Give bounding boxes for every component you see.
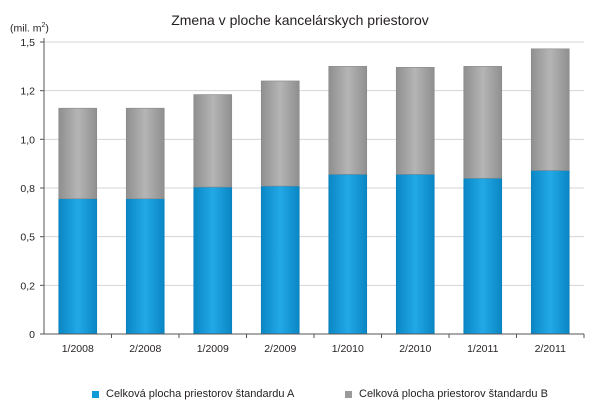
- bar-standard-b: [530, 48, 570, 171]
- legend-swatch-standard-a: [92, 390, 99, 398]
- unit-superscript: 2: [41, 22, 46, 29]
- x-tick-label: 1/2009: [197, 343, 229, 355]
- x-tick-label: 1/2011: [467, 343, 498, 355]
- x-tick-label: 2/2011: [535, 343, 566, 355]
- bar-standard-a: [260, 185, 300, 335]
- bar-standard-a: [193, 186, 233, 335]
- x-tick-label: 1/2010: [332, 343, 364, 355]
- y-tick-label: 1,2: [20, 86, 35, 98]
- bar-standard-b: [463, 66, 503, 179]
- y-tick-label: 1,5: [20, 37, 35, 49]
- legend-label-standard-a: Celková plocha priestorov štandardu A: [106, 388, 295, 400]
- bar-standard-b: [125, 107, 165, 200]
- y-tick-label: 0: [29, 329, 35, 341]
- y-tick-label: 0,2: [20, 280, 35, 292]
- unit-text: (mil. m: [10, 22, 42, 35]
- bar-standard-a: [463, 177, 503, 335]
- bar-standard-a: [125, 198, 165, 335]
- x-tick-label: 2/2008: [129, 343, 161, 355]
- grid-lines: [44, 41, 584, 286]
- bar-standard-a: [530, 170, 570, 335]
- bar-standard-b: [58, 107, 98, 200]
- legend-item-standard-b: Celková plocha priestorov štandardu B: [345, 388, 548, 400]
- y-axis-unit-label: (mil. m2): [10, 22, 49, 35]
- x-tick-label: 1/2008: [62, 343, 94, 355]
- axes: 0 0,2 0,5 0,8 1,0 1,2 1,5 1/2008 2/2008 1/2009 2/2…: [20, 37, 585, 355]
- x-tick-label: 2/2010: [399, 343, 431, 355]
- bar-standard-b: [328, 66, 368, 175]
- bar-standard-a: [328, 174, 368, 335]
- bar-chart: 0 0,2 0,5 0,8 1,0 1,2 1,5 1/2008 2/2008 1/2009 2/2…: [20, 37, 585, 355]
- unit-suffix: ): [45, 22, 49, 35]
- legend: Celková plocha priestorov štandardu A Ce…: [0, 388, 600, 406]
- y-tick-label: 0,8: [20, 183, 35, 195]
- bar-standard-a: [395, 174, 435, 335]
- y-tick-label: 1,0: [20, 134, 35, 146]
- bar-standard-a: [58, 198, 98, 335]
- bar-standard-b: [395, 67, 435, 175]
- legend-swatch-standard-b: [345, 390, 352, 398]
- legend-item-standard-a: Celková plocha priestorov štandardu A: [92, 388, 294, 400]
- x-tick-label: 2/2009: [264, 343, 296, 355]
- chart-title: Zmena v ploche kancelárskych priestorov: [171, 12, 429, 28]
- bars: [58, 48, 570, 335]
- bar-standard-b: [260, 80, 300, 187]
- bar-standard-b: [193, 94, 233, 188]
- legend-label-standard-b: Celková plocha priestorov štandardu B: [359, 388, 548, 400]
- y-tick-label: 0,5: [20, 232, 35, 244]
